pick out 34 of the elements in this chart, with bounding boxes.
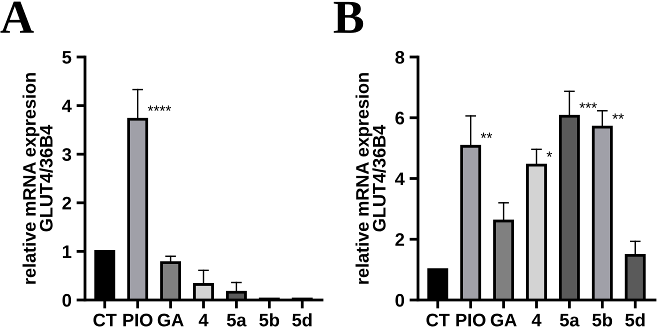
x-tick-label: GA xyxy=(490,314,517,326)
annotation: ** xyxy=(612,113,624,119)
y-tick-label: 1 xyxy=(62,246,72,258)
x-tick-label: 5b xyxy=(259,313,280,326)
y-tick-label: 0 xyxy=(395,294,404,307)
y-tick-label: 2 xyxy=(62,196,72,210)
y-axis-title: relative mRNA expresion GLUT4/36B4 xyxy=(356,73,386,284)
y-tick-label: 4 xyxy=(395,172,405,186)
y-tick-label: 8 xyxy=(395,50,404,64)
annotation: * xyxy=(546,151,552,157)
x-tick-label: 4 xyxy=(198,314,208,326)
y-tick-label: 6 xyxy=(395,112,404,124)
y-axis-title: relative mRNA expresion GLUT4/36B4 xyxy=(22,73,53,284)
x-tick-label: 5b xyxy=(592,313,612,326)
x-tick-label: PIO xyxy=(456,314,486,326)
x-tick-label: 5d xyxy=(625,313,645,326)
chart-title: B xyxy=(334,2,364,33)
y-tick-label: 3 xyxy=(62,148,72,161)
x-tick-label: CT xyxy=(426,314,450,326)
x-tick-label: 5d xyxy=(292,313,312,326)
y-tick-label: 4 xyxy=(62,100,72,112)
y-tick-label: 2 xyxy=(395,233,404,246)
y-tick-label: 5 xyxy=(62,51,72,64)
annotation: **** xyxy=(148,106,172,111)
x-tick-label: 4 xyxy=(532,314,542,326)
x-tick-label: 5a xyxy=(560,314,580,326)
annotation: *** xyxy=(580,102,597,108)
x-tick-label: PIO xyxy=(123,314,152,326)
x-tick-label: GA xyxy=(158,314,184,326)
x-tick-label: 5a xyxy=(226,314,247,326)
chart-title: A xyxy=(0,2,34,33)
annotation: ** xyxy=(480,132,492,138)
y-tick-label: 0 xyxy=(62,294,72,307)
x-tick-label: CT xyxy=(93,314,117,326)
